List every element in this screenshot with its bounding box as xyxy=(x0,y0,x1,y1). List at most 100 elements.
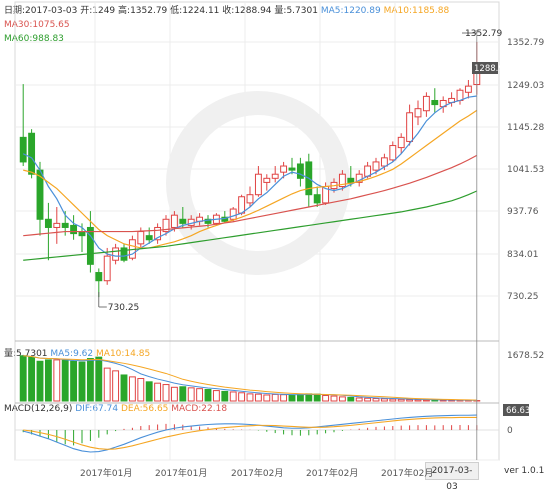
candle-body xyxy=(113,248,119,260)
candle-body xyxy=(230,209,236,219)
candle-body xyxy=(314,195,320,203)
candle-body xyxy=(390,146,396,160)
x-tick-label: 2017年01月 xyxy=(80,467,132,479)
volume-bar xyxy=(197,389,203,401)
volume-bar xyxy=(348,397,354,401)
candle-body xyxy=(239,197,245,213)
dif-line xyxy=(23,415,477,452)
x-tick-label: 2017年02月 xyxy=(231,467,283,479)
volume-bar xyxy=(138,379,144,401)
candle-body xyxy=(104,256,110,281)
macd-layer xyxy=(15,415,499,452)
volume-bar xyxy=(96,357,102,401)
candle-body xyxy=(415,109,421,117)
candle-body xyxy=(247,195,253,203)
dea-line xyxy=(23,417,477,449)
volume-bar xyxy=(129,377,135,401)
candle-body xyxy=(96,273,102,281)
volume-bar xyxy=(255,394,261,401)
volume-bar xyxy=(155,383,161,401)
volume-bar xyxy=(297,394,303,401)
volume-bar xyxy=(180,387,186,401)
candle-body xyxy=(398,137,404,147)
candle-body xyxy=(180,219,186,223)
candle-body xyxy=(255,174,261,194)
volume-bar xyxy=(205,389,211,401)
volume-bar xyxy=(230,392,236,401)
y-tick-label: 834.01 xyxy=(507,250,539,260)
volume-bar xyxy=(289,395,295,401)
y-tick-label: 730.25 xyxy=(507,292,539,302)
volume-bar xyxy=(264,395,270,401)
volume-bar xyxy=(415,400,421,401)
volume-layer xyxy=(20,356,479,401)
volume-bar xyxy=(381,399,387,401)
candle-body xyxy=(138,232,144,244)
candle-body xyxy=(465,86,471,92)
y-tick-label: 1041.53 xyxy=(507,165,544,175)
volume-bar xyxy=(356,398,362,401)
candle-body xyxy=(281,166,287,172)
volume-bar xyxy=(29,357,35,401)
volume-bar xyxy=(373,399,379,401)
volume-bar xyxy=(62,360,68,401)
volume-bar xyxy=(331,396,337,401)
y-tick-label: 937.76 xyxy=(507,207,539,217)
volume-bar xyxy=(247,394,253,401)
volume-bar xyxy=(407,400,413,401)
current-price-tag: 1288.94 xyxy=(474,64,509,74)
volume-bar xyxy=(272,394,278,401)
x-tick-label: 2017年01月 xyxy=(155,467,207,479)
volume-bar xyxy=(45,360,51,401)
min-price-label: 730.25 xyxy=(108,303,140,313)
candle-body xyxy=(146,236,152,240)
max-price-label: 1352.79 xyxy=(465,29,502,39)
current-macd-tag: 66.63 xyxy=(506,406,530,416)
candle-body xyxy=(79,232,85,236)
volume-bar xyxy=(71,361,77,401)
volume-bar xyxy=(146,382,152,401)
candle-body xyxy=(381,158,387,166)
volume-bar xyxy=(20,356,26,401)
volume-bar xyxy=(113,371,119,401)
y-tick-label: 1249.03 xyxy=(507,81,544,91)
volume-bar xyxy=(54,360,60,401)
candle-body xyxy=(348,178,354,182)
candle-body xyxy=(45,219,51,227)
volume-bar xyxy=(213,391,219,401)
candle-body xyxy=(457,90,463,100)
y-tick-label: 1145.28 xyxy=(507,123,544,133)
volume-bar xyxy=(171,387,177,401)
volume-bar xyxy=(314,394,320,401)
volume-bar xyxy=(365,398,371,401)
volume-bar xyxy=(104,368,110,401)
candle-body xyxy=(54,223,60,227)
candle-body xyxy=(297,164,303,178)
volume-bar xyxy=(398,399,404,401)
candle-body xyxy=(272,174,278,178)
candle-body xyxy=(423,96,429,110)
candle-body xyxy=(432,100,438,104)
candle-body xyxy=(171,215,177,227)
volume-bar xyxy=(79,362,85,401)
volume-bar xyxy=(323,396,329,401)
candle-body xyxy=(20,137,26,162)
candle-body xyxy=(373,162,379,170)
candle-body xyxy=(289,168,295,170)
volume-bar xyxy=(121,375,127,401)
volume-bar xyxy=(339,397,345,401)
x-tick-label: 2017年02月 xyxy=(381,467,433,479)
x-tick-label: 2017年02月 xyxy=(306,467,358,479)
candle-body xyxy=(407,113,413,142)
volume-bar xyxy=(37,361,43,401)
macd-tick-label: 0 xyxy=(507,426,513,436)
candle-body xyxy=(264,178,270,182)
candle-body xyxy=(29,133,35,174)
axis-labels-layer: 1352.791249.031145.281041.53937.76834.01… xyxy=(80,38,544,479)
volume-bar xyxy=(163,385,169,401)
volume-bar xyxy=(390,399,396,401)
volume-bar xyxy=(87,359,93,401)
volume-bar xyxy=(222,391,228,401)
volume-bar xyxy=(281,395,287,401)
